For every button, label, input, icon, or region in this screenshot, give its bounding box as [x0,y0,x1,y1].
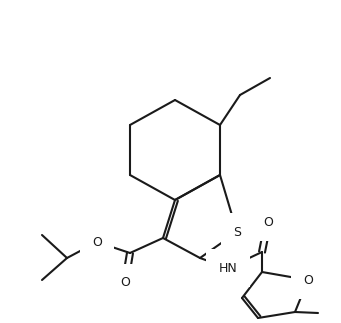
Text: HN: HN [219,262,237,275]
Text: O: O [120,276,130,289]
Text: S: S [233,225,241,238]
Text: O: O [303,274,313,287]
Text: O: O [263,215,273,228]
Text: O: O [92,235,102,248]
